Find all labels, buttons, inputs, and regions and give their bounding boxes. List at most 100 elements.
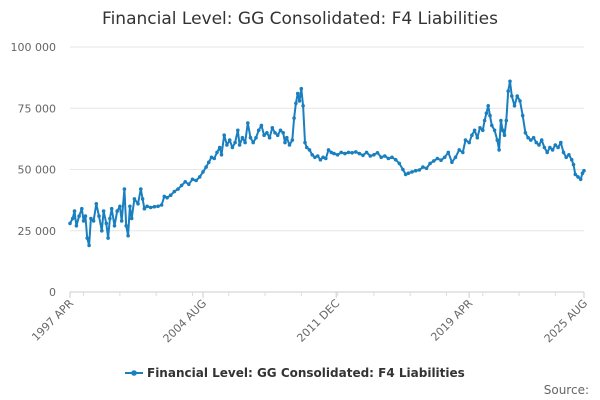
data-point[interactable] xyxy=(112,224,117,228)
data-point[interactable] xyxy=(523,131,528,135)
data-point[interactable] xyxy=(413,168,418,173)
data-point[interactable] xyxy=(582,168,586,173)
data-point[interactable] xyxy=(292,116,296,120)
data-point[interactable] xyxy=(492,128,497,133)
data-point[interactable] xyxy=(335,153,340,157)
data-point[interactable] xyxy=(361,153,365,158)
data-point[interactable] xyxy=(463,138,468,142)
data-point[interactable] xyxy=(486,104,491,108)
data-point[interactable] xyxy=(70,216,75,221)
data-point[interactable] xyxy=(446,150,451,155)
data-point[interactable] xyxy=(450,160,454,164)
data-point[interactable] xyxy=(74,224,79,228)
data-point[interactable] xyxy=(424,166,429,171)
data-point[interactable] xyxy=(165,195,169,200)
data-point[interactable] xyxy=(550,148,555,152)
data-point[interactable] xyxy=(324,156,328,161)
data-point[interactable] xyxy=(442,155,447,160)
data-point[interactable] xyxy=(364,150,369,155)
data-point[interactable] xyxy=(179,183,184,188)
data-point[interactable] xyxy=(81,219,86,223)
data-point[interactable] xyxy=(461,150,465,155)
data-point[interactable] xyxy=(537,143,541,147)
data-point[interactable] xyxy=(343,151,347,156)
data-point[interactable] xyxy=(478,126,482,130)
data-point[interactable] xyxy=(225,143,229,147)
data-point[interactable] xyxy=(393,157,398,162)
data-point[interactable] xyxy=(321,155,325,160)
data-point[interactable] xyxy=(275,133,280,137)
data-point[interactable] xyxy=(148,205,153,210)
data-point[interactable] xyxy=(287,143,292,147)
data-point[interactable] xyxy=(273,131,277,135)
data-point[interactable] xyxy=(561,150,566,155)
data-point[interactable] xyxy=(372,153,376,157)
data-point[interactable] xyxy=(403,172,408,177)
data-point[interactable] xyxy=(230,145,235,150)
data-point[interactable] xyxy=(571,162,576,167)
data-point[interactable] xyxy=(85,236,89,240)
data-point[interactable] xyxy=(350,151,354,155)
data-point[interactable] xyxy=(529,138,533,142)
data-point[interactable] xyxy=(97,214,101,218)
data-point[interactable] xyxy=(162,194,167,199)
data-point[interactable] xyxy=(553,143,558,147)
data-point[interactable] xyxy=(564,155,568,160)
data-point[interactable] xyxy=(106,236,110,240)
data-point[interactable] xyxy=(128,204,132,209)
data-point[interactable] xyxy=(243,140,247,145)
data-point[interactable] xyxy=(126,233,130,238)
data-point[interactable] xyxy=(368,154,373,158)
data-point[interactable] xyxy=(556,145,560,150)
data-point[interactable] xyxy=(495,138,500,142)
data-point[interactable] xyxy=(91,219,96,223)
data-point[interactable] xyxy=(453,155,458,160)
data-point[interactable] xyxy=(307,148,312,152)
data-point[interactable] xyxy=(502,133,507,137)
data-point[interactable] xyxy=(410,170,414,174)
data-point[interactable] xyxy=(227,138,232,142)
data-point[interactable] xyxy=(101,209,106,213)
data-point[interactable] xyxy=(215,150,219,155)
data-point[interactable] xyxy=(401,167,405,172)
data-point[interactable] xyxy=(318,157,323,162)
data-point[interactable] xyxy=(508,79,512,84)
data-point[interactable] xyxy=(219,153,224,157)
legend[interactable]: Financial Level: GG Consolidated: F4 Lia… xyxy=(125,366,465,380)
data-point[interactable] xyxy=(520,113,525,118)
data-point[interactable] xyxy=(190,177,195,182)
data-point[interactable] xyxy=(512,104,517,108)
data-point[interactable] xyxy=(504,118,509,123)
data-point[interactable] xyxy=(295,91,300,96)
data-point[interactable] xyxy=(139,187,143,191)
data-point[interactable] xyxy=(470,133,474,137)
data-point[interactable] xyxy=(357,151,362,156)
data-point[interactable] xyxy=(129,216,134,221)
data-point[interactable] xyxy=(159,203,164,207)
data-point[interactable] xyxy=(576,175,580,179)
data-point[interactable] xyxy=(136,202,140,206)
data-point[interactable] xyxy=(390,155,394,160)
data-point[interactable] xyxy=(233,140,237,145)
data-point[interactable] xyxy=(115,209,119,213)
data-point[interactable] xyxy=(265,131,269,135)
data-point[interactable] xyxy=(339,150,344,155)
data-point[interactable] xyxy=(217,145,222,150)
data-point[interactable] xyxy=(379,155,384,160)
data-point[interactable] xyxy=(77,214,81,218)
data-point[interactable] xyxy=(132,197,137,201)
data-point[interactable] xyxy=(89,216,93,221)
data-point[interactable] xyxy=(515,94,519,98)
data-point[interactable] xyxy=(383,154,387,158)
data-point[interactable] xyxy=(467,140,472,145)
data-point[interactable] xyxy=(168,193,173,197)
data-point[interactable] xyxy=(124,224,128,228)
data-point[interactable] xyxy=(194,178,198,183)
data-point[interactable] xyxy=(118,204,122,209)
data-point[interactable] xyxy=(94,202,99,206)
data-point[interactable] xyxy=(332,151,336,156)
data-point[interactable] xyxy=(386,156,391,161)
data-point[interactable] xyxy=(305,145,309,150)
data-point[interactable] xyxy=(488,113,492,118)
data-point[interactable] xyxy=(259,123,264,128)
